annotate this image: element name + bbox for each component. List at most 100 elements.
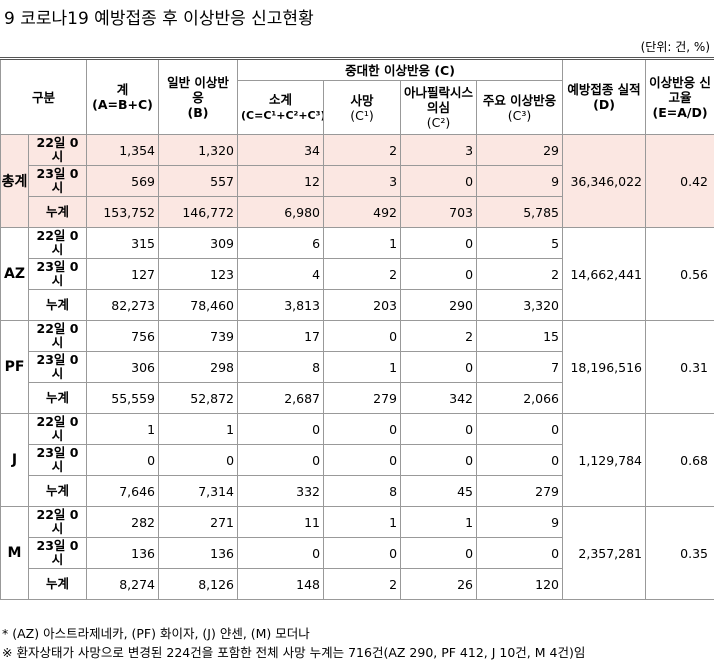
value-cell: 6 xyxy=(237,227,325,259)
table-row: 23일 0시 136 136 0 0 0 0 xyxy=(1,537,714,569)
value-cell: 11 xyxy=(237,506,325,538)
title: 9 코로나19 예방접종 후 이상반응 신고현황 xyxy=(4,9,314,29)
value-cell: 3 xyxy=(400,134,478,166)
value-cell: 1,354 xyxy=(86,134,160,166)
value-cell: 146,772 xyxy=(158,196,239,228)
row-label: 22일 0시 xyxy=(27,227,88,259)
header-cell: 예방접종 실적(D) xyxy=(562,57,647,135)
value-cell: 279 xyxy=(476,475,564,507)
value-cell: 0 xyxy=(400,165,478,197)
report-rate: 0.42 xyxy=(645,134,714,228)
value-cell: 8,126 xyxy=(158,568,239,600)
header-text: 구분 xyxy=(32,89,56,105)
value-cell: 342 xyxy=(400,382,478,414)
value-cell: 306 xyxy=(86,351,160,383)
value-cell: 2 xyxy=(476,258,564,290)
value-cell: 1 xyxy=(86,413,160,445)
value-cell: 282 xyxy=(86,506,160,538)
value-cell: 1 xyxy=(323,506,402,538)
header-cell: 아나필락시스 의심 (C²) xyxy=(400,80,478,135)
row-label: 22일 0시 xyxy=(27,506,88,538)
value-cell: 739 xyxy=(158,320,239,352)
row-label: 누계 xyxy=(27,475,88,507)
row-label: 누계 xyxy=(27,382,88,414)
value-cell: 5,785 xyxy=(476,196,564,228)
row-label: 23일 0시 xyxy=(27,351,88,383)
row-label: 23일 0시 xyxy=(27,537,88,569)
value-cell: 127 xyxy=(86,258,160,290)
group-name: M xyxy=(0,506,29,600)
vaccination-count: 18,196,516 xyxy=(562,320,647,414)
value-cell: 290 xyxy=(400,289,478,321)
row-label: 23일 0시 xyxy=(27,165,88,197)
value-cell: 1,320 xyxy=(158,134,239,166)
header-cell: 중대한 이상반응 (C) xyxy=(237,57,564,81)
value-cell: 703 xyxy=(400,196,478,228)
value-cell: 332 xyxy=(237,475,325,507)
value-cell: 8 xyxy=(237,351,325,383)
value-cell: 0 xyxy=(476,537,564,569)
value-cell: 0 xyxy=(400,258,478,290)
value-cell: 29 xyxy=(476,134,564,166)
value-cell: 756 xyxy=(86,320,160,352)
value-cell: 82,273 xyxy=(86,289,160,321)
table-row: 누계 153,752 146,772 6,980 492 703 5,785 xyxy=(1,196,714,228)
header-text: 사망 xyxy=(350,92,374,108)
header-text: (C³) xyxy=(507,107,532,123)
header-text: (E=A/D) xyxy=(652,104,708,120)
value-cell: 136 xyxy=(158,537,239,569)
table-row: AZ 22일 0시 315 309 6 1 0 5 14,662,441 0.56 xyxy=(0,227,714,321)
header-cell: 사망 (C¹) xyxy=(323,80,402,135)
table-row: 총계 22일 0시 1,354 1,320 34 2 3 29 36,346,022 0.42 xyxy=(0,134,714,228)
table-row: 23일 0시 569 557 12 3 0 9 xyxy=(1,165,714,197)
report-table: 구분 계 (A=B+C) 일반 이상반응 (B) 중대한 이상반응 (C) 예방접종… xyxy=(0,57,714,600)
value-cell: 271 xyxy=(158,506,239,538)
value-cell: 2,687 xyxy=(237,382,325,414)
header-text: 이상반응 신고율 xyxy=(649,74,711,105)
row-label: 누계 xyxy=(27,568,88,600)
value-cell: 1 xyxy=(400,506,478,538)
group-name: 총계 xyxy=(0,134,29,228)
value-cell: 45 xyxy=(400,475,478,507)
header-cell: 계 (A=B+C) xyxy=(86,57,160,135)
value-cell: 2 xyxy=(323,134,402,166)
value-cell: 153,752 xyxy=(86,196,160,228)
header-text: (B) xyxy=(187,104,209,120)
value-cell: 5 xyxy=(476,227,564,259)
header-text: 중대한 이상반응 (C) xyxy=(345,62,455,78)
row-label: 23일 0시 xyxy=(27,258,88,290)
value-cell: 8 xyxy=(323,475,402,507)
value-cell: 569 xyxy=(86,165,160,197)
header-text: (C²) xyxy=(426,115,451,130)
value-cell: 1 xyxy=(323,227,402,259)
value-cell: 1 xyxy=(323,351,402,383)
value-cell: 7,314 xyxy=(158,475,239,507)
value-cell: 7 xyxy=(476,351,564,383)
row-label: 누계 xyxy=(27,289,88,321)
row-label: 22일 0시 xyxy=(27,413,88,445)
header-cell: 소계 (C=C¹+C²+C³) xyxy=(237,80,325,135)
header-cell: 일반 이상반응 (B) xyxy=(158,57,239,135)
report-rate: 0.68 xyxy=(645,413,714,507)
value-cell: 557 xyxy=(158,165,239,197)
value-cell: 0 xyxy=(400,227,478,259)
value-cell: 298 xyxy=(158,351,239,383)
table-row: 23일 0시 0 0 0 0 0 0 xyxy=(1,444,714,476)
value-cell: 34 xyxy=(237,134,325,166)
header-cell: 이상반응 신고율 (E=A/D) xyxy=(645,57,714,135)
value-cell: 0 xyxy=(323,413,402,445)
value-cell: 148 xyxy=(237,568,325,600)
value-cell: 15 xyxy=(476,320,564,352)
table-row: 누계 7,646 7,314 332 8 45 279 xyxy=(1,475,714,507)
value-cell: 136 xyxy=(86,537,160,569)
value-cell: 3,813 xyxy=(237,289,325,321)
group-name: PF xyxy=(0,320,29,414)
row-label: 22일 0시 xyxy=(27,134,88,166)
value-cell: 3,320 xyxy=(476,289,564,321)
unit: (단위: 건, %) xyxy=(640,40,710,54)
vaccination-count: 14,662,441 xyxy=(562,227,647,321)
value-cell: 309 xyxy=(158,227,239,259)
value-cell: 1 xyxy=(158,413,239,445)
header-text: 주요 이상반응 xyxy=(482,92,557,108)
